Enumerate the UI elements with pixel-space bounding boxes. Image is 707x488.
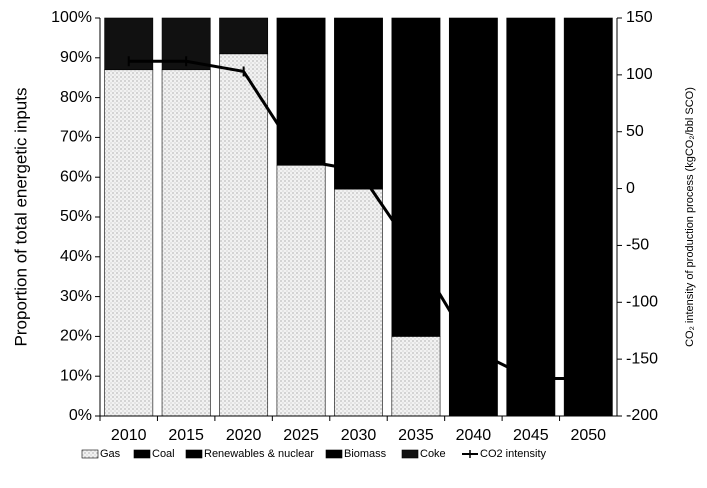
bar-segment: [219, 53, 269, 417]
y-tick-label: 90%: [60, 49, 92, 66]
y2-tick-label: -100: [626, 294, 658, 311]
y-tick-label: 10%: [60, 367, 92, 384]
bar-segment: [276, 164, 326, 417]
x-tick-label: 2015: [168, 427, 204, 444]
bar-segment: [334, 188, 383, 417]
bar-segment: [563, 17, 613, 417]
y-tick-label: 0%: [69, 407, 92, 424]
x-tick-label: 2045: [513, 427, 549, 444]
y-axis-title: Proportion of total energetic inputs: [11, 88, 30, 347]
legend-swatch: [81, 449, 99, 459]
legend-swatch: [185, 449, 203, 459]
y-tick-label: 40%: [60, 248, 92, 265]
legend-label: Biomass: [344, 448, 387, 460]
bar-segment: [391, 336, 441, 417]
x-tick-label: 2035: [398, 427, 434, 444]
y-tick-label: 80%: [60, 89, 92, 106]
legend-label: Renewables & nuclear: [204, 448, 314, 460]
bar-segment: [219, 17, 269, 55]
y2-tick-label: -50: [626, 237, 649, 254]
x-tick-label: 2040: [456, 427, 492, 444]
bar-segment: [334, 17, 383, 190]
legend-label: Gas: [100, 448, 121, 460]
bar-segment: [391, 17, 441, 337]
x-tick-label: 2010: [111, 427, 147, 444]
y2-axis-title: CO₂ intensity of production process (kgC…: [684, 87, 696, 347]
bar-segment: [276, 17, 326, 166]
bar-segment: [104, 69, 154, 417]
y-tick-label: 20%: [60, 328, 92, 345]
x-tick-label: 2030: [341, 427, 377, 444]
y2-tick-label: 100: [626, 66, 653, 83]
legend-swatch: [133, 449, 151, 459]
y2-tick-label: 50: [626, 123, 644, 140]
legend-swatch: [325, 449, 343, 459]
x-tick-label: 2025: [283, 427, 319, 444]
bar-segment: [506, 17, 556, 417]
y-tick-label: 30%: [60, 288, 92, 305]
x-tick-label: 2020: [226, 427, 262, 444]
y2-tick-label: 0: [626, 180, 635, 197]
y-tick-label: 50%: [60, 208, 92, 225]
legend-label: Coke: [420, 448, 446, 460]
x-tick-label: 2050: [570, 427, 606, 444]
bar-segment: [448, 17, 498, 417]
bar-segment: [161, 69, 211, 417]
y2-tick-label: -150: [626, 350, 658, 367]
legend-label: CO2 intensity: [480, 448, 547, 460]
y2-tick-label: 150: [626, 9, 653, 26]
y-tick-label: 70%: [60, 129, 92, 146]
y2-tick-label: -200: [626, 407, 658, 424]
y-tick-label: 100%: [51, 9, 92, 26]
legend-label: Coal: [152, 448, 175, 460]
legend-swatch: [401, 449, 419, 459]
y-tick-label: 60%: [60, 168, 92, 185]
